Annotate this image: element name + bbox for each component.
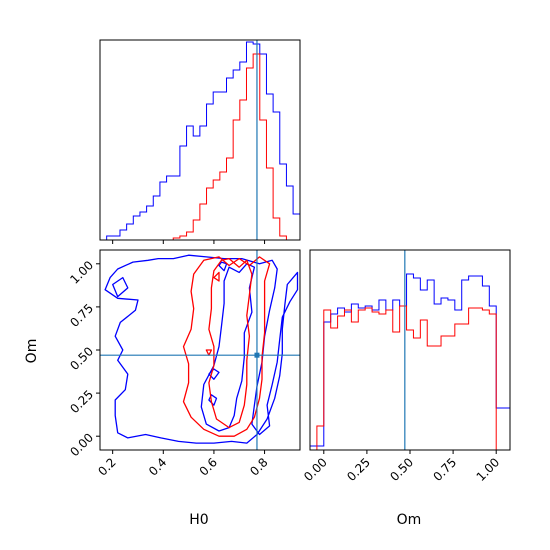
- contour-1-1: [182, 256, 271, 437]
- h0-marginal-x-ticks: [112, 240, 266, 244]
- om-y-ticks: 0.00 0.25 0.50 0.75 1.00: [67, 258, 100, 459]
- om-marginal-panel: 0.00 0.25 0.50 0.75 1.00 Om: [301, 249, 511, 528]
- contour-frame: [99, 249, 301, 451]
- h0-x-tick-label-3: 0.8: [247, 455, 270, 478]
- om-x-tick-label-3: 0.75: [430, 455, 459, 484]
- histogram-series-2-1: [310, 305, 510, 451]
- om-x-tick-label-2: 0.50: [387, 455, 416, 484]
- truth-marker: [254, 352, 260, 358]
- h0-axis-label: H0: [189, 512, 208, 528]
- histogram-series-0-1: [100, 53, 300, 241]
- contour-1-3: [205, 349, 213, 356]
- h0-marginal-frame: [99, 39, 301, 241]
- contour-0-5: [218, 261, 228, 272]
- contour-1-2: [213, 271, 220, 282]
- h0-x-tick-label-0: 0.2: [95, 455, 118, 478]
- om-vs-h0-contours: [100, 250, 300, 450]
- om-x-tick-label-1: 0.25: [344, 455, 373, 484]
- om-x-tick-label-0: 0.00: [301, 455, 330, 484]
- om-x-ticks: 0.00 0.25 0.50 0.75 1.00: [301, 450, 502, 484]
- om-vs-h0-contour-panel: 0.2 0.4 0.6 0.8 0.00 0.25 0.50 0.75 1.00 H0 Om: [24, 249, 301, 528]
- om-axis-label: Om: [24, 339, 40, 364]
- om-y-tick-label-3: 0.75: [67, 301, 96, 330]
- om-y-tick-label-4: 1.00: [67, 258, 96, 287]
- histogram-series-0-0: [100, 41, 301, 241]
- contour-0-2: [112, 276, 129, 298]
- om-y-tick-label-2: 0.50: [67, 344, 96, 373]
- om-x-tick-label-4: 1.00: [474, 455, 503, 484]
- h0-histogram-bars: [100, 40, 301, 241]
- h0-marginal-panel: [99, 39, 301, 244]
- h0-x-ticks: 0.2 0.4 0.6 0.8: [95, 450, 271, 479]
- om-y-tick-label-1: 0.25: [67, 387, 96, 416]
- contour-0-0: [104, 254, 299, 444]
- contour-1-0: [208, 257, 253, 429]
- om-x-axis-label: Om: [397, 512, 422, 528]
- histogram-series-2-0: [309, 273, 511, 450]
- om-y-tick-label-0: 0.00: [67, 430, 96, 459]
- h0-x-tick-label-2: 0.6: [197, 455, 220, 478]
- om-marginal-frame: [309, 249, 511, 451]
- h0-x-tick-label-1: 0.4: [146, 455, 169, 478]
- contour-0-1: [200, 263, 256, 432]
- om-histogram-bars: [309, 250, 511, 451]
